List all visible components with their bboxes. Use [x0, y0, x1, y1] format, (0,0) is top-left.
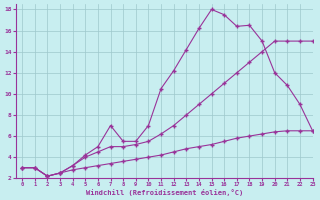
X-axis label: Windchill (Refroidissement éolien,°C): Windchill (Refroidissement éolien,°C) — [85, 189, 243, 196]
